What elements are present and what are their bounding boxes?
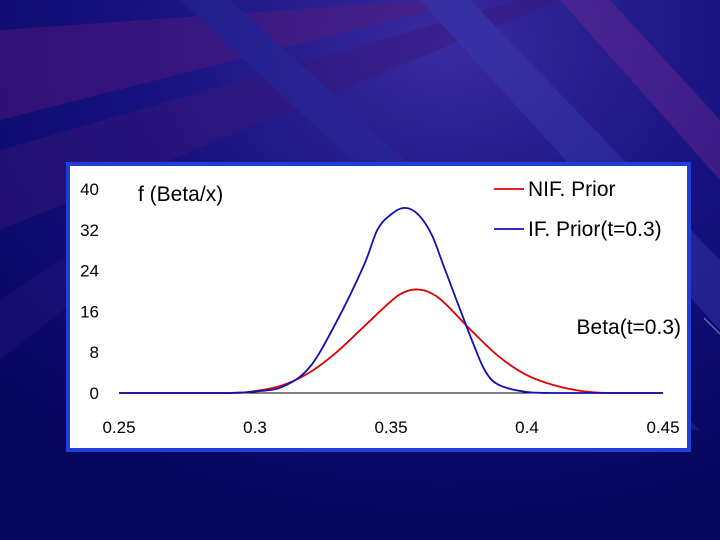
y-tick-label: 0 (90, 384, 99, 403)
x-tick-label: 0.4 (515, 418, 539, 437)
chart-annotation: Beta(t=0.3) (577, 316, 681, 339)
y-tick-label: 8 (90, 343, 99, 362)
x-tick-label: 0.45 (646, 418, 679, 437)
y-axis-ticks: 0 8 16 24 32 40 (80, 180, 99, 403)
decor-tick (703, 317, 720, 335)
y-tick-label: 24 (80, 262, 99, 281)
chart-plot-area: 0 8 16 24 32 40 0.25 0.3 0.35 0.4 0.45 f (Beta/x)… (70, 166, 687, 448)
x-tick-label: 0.3 (243, 418, 267, 437)
line-chart: 0 8 16 24 32 40 0.25 0.3 0.35 0.4 0.45 f (Beta/x)… (80, 178, 681, 437)
x-tick-label: 0.25 (102, 418, 135, 437)
y-tick-label: 32 (80, 221, 99, 240)
series-layer (118, 206, 663, 394)
y-axis-label: f (Beta/x) (138, 183, 223, 206)
series-line-nif (118, 288, 663, 394)
chart-frame: 0 8 16 24 32 40 0.25 0.3 0.35 0.4 0.45 f (Beta/x)… (66, 162, 691, 452)
legend-label-if: IF. Prior(t=0.3) (528, 218, 662, 241)
legend-label-nif: NIF. Prior (528, 178, 616, 201)
y-tick-label: 16 (80, 302, 99, 321)
legend: NIF. Prior IF. Prior(t=0.3) (494, 178, 662, 241)
series-line-if (118, 206, 663, 394)
x-axis-ticks: 0.25 0.3 0.35 0.4 0.45 (102, 418, 679, 437)
x-tick-label: 0.35 (374, 418, 407, 437)
y-tick-label: 40 (80, 180, 99, 199)
